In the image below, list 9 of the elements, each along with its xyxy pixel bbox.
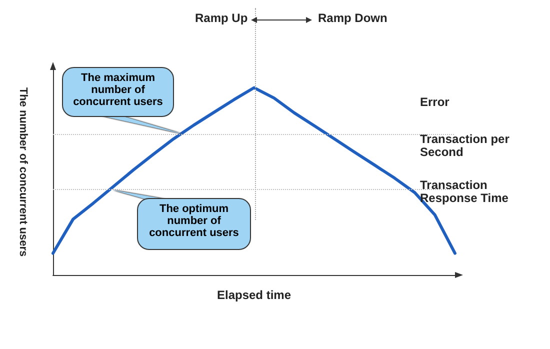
annotation: The maximum number of concurrent users [62,67,174,117]
text: Ramp Down [318,11,388,25]
annotation: Transaction per Second [420,132,510,159]
x-axis-title: Elapsed time [216,288,292,302]
text: Ramp Up [195,11,248,25]
y-axis-title: The number of concurrent users [17,87,29,257]
annotation: The optimum number of concurrent users [137,198,251,250]
annotation: Transaction Response Time [420,178,510,205]
annotation: Error [420,95,450,109]
